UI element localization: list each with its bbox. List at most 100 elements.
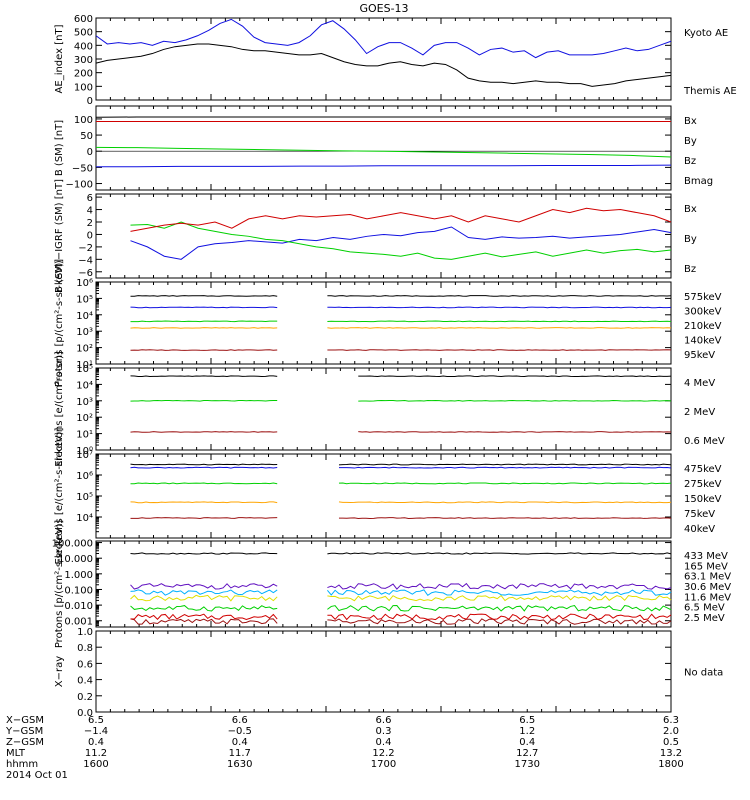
panel-frame [95,281,672,365]
legend-label: Kyoto AE [684,28,728,39]
ephemeris-value: 6.5 [88,715,104,726]
y-tick-label: 2 [87,218,93,229]
y-tick-label: 10⁴ [76,311,93,322]
series-line [338,482,672,485]
series-line [130,618,278,625]
legend-label: 140keV [684,336,722,347]
legend-label: Themis AE [683,86,737,97]
series-line [130,482,278,485]
panel-2: −100 −50 0 50 100 B (SM) [nT] Bx By Bz Bmag [54,105,713,191]
y-tick-label: 0 [87,147,93,158]
y-axis-label: Protons [p/(cm²-s-sr-keV)] [54,259,65,387]
ephemeris-value: 12.2 [372,748,394,759]
y-tick-label: 10.000 [58,554,93,565]
series-line [338,501,672,504]
y-tick-label: 10⁴ [76,380,93,391]
y-tick-label: −100 [66,180,93,191]
series-line [95,43,672,87]
series-line [130,221,672,260]
ephemeris-label: X−GSM [6,715,44,726]
series-line [327,349,672,351]
legend-label: 2 MeV [684,407,715,418]
ephemeris-value: 1700 [371,759,396,770]
series-line [358,431,672,433]
ephemeris-value: 0.3 [376,726,392,737]
y-tick-label: −2 [78,243,93,254]
series-line [130,517,278,519]
y-tick-label: 1.000 [64,570,93,581]
series-line [95,18,672,59]
y-tick-label: 6 [87,193,93,204]
legend-label: 95keV [684,350,715,361]
y-axis-label: B (SM)−IGRF (SM) [nT] [54,179,65,293]
figure-title: GOES-13 [359,2,408,15]
ephemeris-value: 1630 [227,759,252,770]
ephemeris-value: 6.5 [519,715,535,726]
y-tick-label: 0 [87,230,93,241]
series-line [130,306,278,309]
ephemeris-value: 1730 [515,759,540,770]
ephemeris-value: 0.4 [376,737,392,748]
panel-3: −6 −4−2 024 6 B (SM)−IGRF (SM) [nT] Bx By Bz [54,179,697,293]
y-tick-label: 10² [76,344,93,355]
y-tick-label: 0 [87,96,93,107]
series-line [130,207,672,232]
y-tick-label: 400 [74,41,93,52]
y-axis-label: Electrons [e/(cm²-s-sr-keV)] [54,427,65,564]
ephemeris-value: 13.2 [660,748,682,759]
y-tick-label: 0.100 [64,585,93,596]
series-line [327,594,672,602]
ephemeris-value: 11.7 [229,748,251,759]
y-tick-label: −6 [78,268,93,279]
ephemeris-value: 0.4 [519,737,535,748]
panel-note: No data [684,668,723,679]
series-line [130,613,278,620]
panel-frame [95,453,672,539]
legend-label: 475keV [684,464,722,475]
series-line [130,463,278,466]
series-line [338,463,672,466]
y-axis-label: Protons [p/(cm²-s-sr-keV)] [54,520,65,648]
panel-frame [95,193,672,279]
ephemeris-value: 0.4 [232,737,248,748]
legend-label: 40keV [684,524,715,535]
y-tick-label: 100.000 [52,539,93,550]
y-tick-label: 50 [80,131,93,142]
series-line [130,466,278,469]
panel-6: 10⁴ 10⁵ 10⁶ 10⁷ Electrons [e/(cm²-s-sr-keV)]… [54,427,722,564]
y-tick-label: 0.4 [77,676,93,687]
legend-label: 150keV [684,494,722,505]
y-tick-label: 1.0 [77,627,93,638]
ephemeris-value: 1800 [658,759,683,770]
legend-label: Bz [684,156,696,167]
panel-frame [95,630,672,713]
legend-label: Bx [684,116,697,127]
y-tick-label: 10³ [76,397,93,408]
series-line [130,552,278,555]
y-tick-label: 500 [74,28,93,39]
legend-label: 4 MeV [684,378,715,389]
y-tick-label: 10⁶ [76,471,93,482]
series-line [130,594,278,602]
legend-label: 210keV [684,321,722,332]
legend-label: Bmag [684,176,713,187]
y-tick-label: −50 [72,163,93,174]
legend-label: Bz [684,264,696,275]
ephemeris-label: Z−GSM [6,737,44,748]
ephemeris-value: 1.2 [519,726,535,737]
ephemeris-value: 6.6 [232,715,248,726]
series-line [95,146,672,158]
y-tick-label: 0.2 [77,692,93,703]
legend-label: 30.6 MeV [684,582,731,593]
series-line [358,375,672,378]
y-tick-label: 300 [74,55,93,66]
series-line [130,583,278,590]
series-line [358,399,672,402]
series-line [130,320,278,323]
ephemeris-label: Y−GSM [5,726,43,737]
y-tick-label: 0.8 [77,643,93,654]
y-tick-label: 10⁷ [76,450,93,461]
